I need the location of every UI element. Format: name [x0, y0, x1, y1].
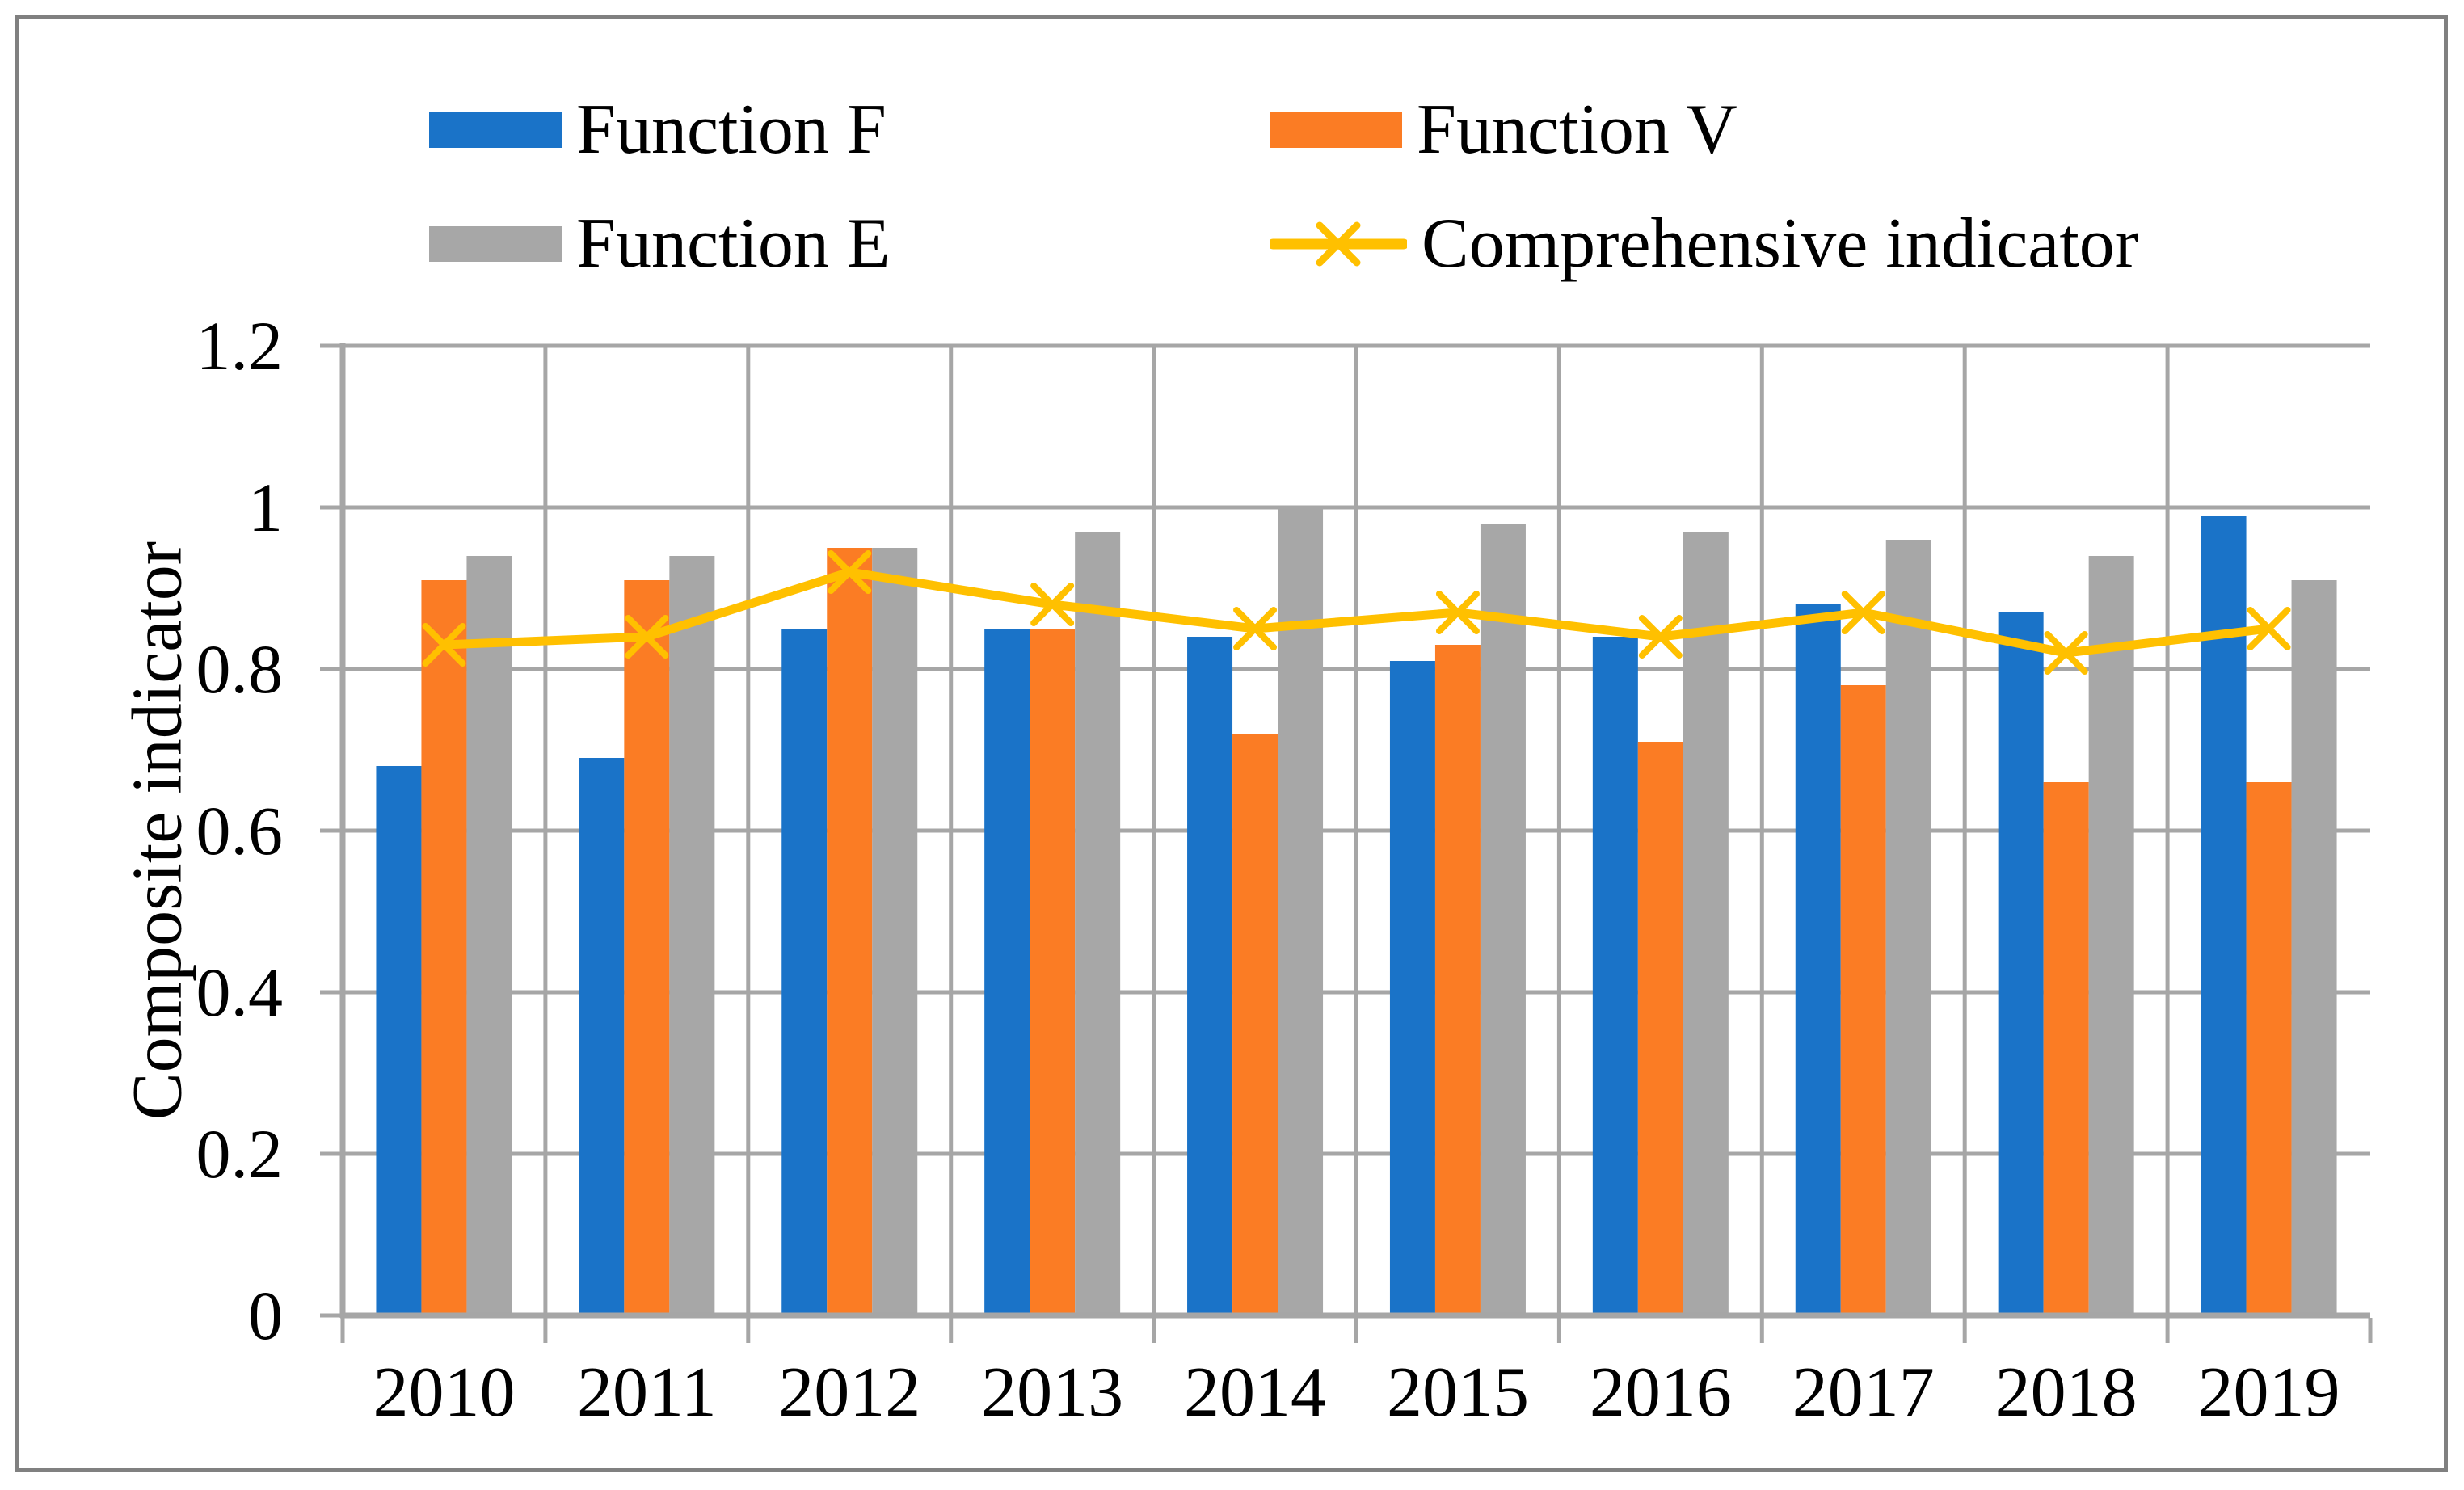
- bar-function-f-2016: [1592, 637, 1638, 1315]
- bar-function-f-2010: [376, 766, 422, 1315]
- bar-function-v-2013: [1030, 629, 1076, 1315]
- x-tick-label-2012: 2012: [778, 1353, 921, 1432]
- bar-function-e-2015: [1480, 524, 1526, 1315]
- legend-marker-comprehensive-indicator: [1270, 221, 1407, 267]
- x-tick-label-2016: 2016: [1589, 1353, 1732, 1432]
- bar-function-e-2017: [1885, 540, 1931, 1315]
- marker-x-comprehensive-indicator-2010: [422, 623, 466, 667]
- bar-function-v-2019: [2246, 782, 2292, 1315]
- legend-label-function-v: Function V: [1417, 90, 1737, 169]
- legend-x-marker-icon: [1316, 221, 1361, 267]
- y-tick-label-0.8: 0.8: [196, 630, 284, 708]
- x-tick-label-2017: 2017: [1792, 1353, 1935, 1432]
- y-tick-label-0.4: 0.4: [196, 953, 284, 1031]
- bar-function-v-2016: [1637, 742, 1683, 1315]
- x-tick-label-2019: 2019: [2197, 1353, 2340, 1432]
- legend-label-comprehensive-indicator: Comprehensive indicator: [1422, 204, 2139, 283]
- bar-function-f-2014: [1187, 637, 1233, 1315]
- marker-x-comprehensive-indicator-2017: [1841, 591, 1885, 634]
- y-tick-label-1.2: 1.2: [196, 307, 284, 385]
- x-tick-label-2014: 2014: [1184, 1353, 1327, 1432]
- x-tick-label-2013: 2013: [981, 1353, 1124, 1432]
- bar-function-v-2014: [1232, 734, 1278, 1315]
- bar-function-e-2014: [1278, 507, 1324, 1315]
- line-comprehensive-indicator: [439, 567, 2274, 658]
- bar-function-v-2012: [827, 548, 873, 1315]
- bar-function-v-2015: [1434, 645, 1481, 1315]
- bar-function-f-2012: [781, 629, 828, 1315]
- x-tick-label-2015: 2015: [1386, 1353, 1529, 1432]
- legend-swatch-function-f: [429, 112, 562, 148]
- y-tick-label-0.6: 0.6: [196, 792, 284, 869]
- legend-label-function-f: Function F: [576, 90, 887, 169]
- x-tick-label-2018: 2018: [1994, 1353, 2138, 1432]
- bar-function-e-2019: [2291, 580, 2337, 1315]
- legend-item-function-e: Function E: [429, 204, 891, 284]
- marker-x-comprehensive-indicator-2013: [1030, 583, 1075, 626]
- bar-function-e-2011: [669, 556, 715, 1315]
- bar-function-v-2017: [1840, 685, 1886, 1315]
- bar-function-e-2016: [1683, 532, 1729, 1315]
- legend-swatch-rect-function-f: [429, 112, 562, 148]
- bar-function-f-2019: [2201, 516, 2247, 1315]
- bar-function-v-2018: [2043, 782, 2089, 1315]
- legend-swatch-rect-function-v: [1270, 112, 1402, 148]
- marker-x-comprehensive-indicator-2012: [828, 550, 872, 594]
- bar-function-f-2018: [1998, 612, 2044, 1315]
- bar-function-f-2017: [1795, 604, 1841, 1315]
- marker-x-comprehensive-indicator-2016: [1638, 615, 1683, 659]
- bar-function-v-2010: [421, 580, 467, 1315]
- legend-swatch-function-e: [429, 226, 562, 262]
- legend-swatch-function-v: [1270, 112, 1402, 148]
- bar-function-e-2010: [466, 556, 512, 1315]
- bar-function-f-2015: [1389, 661, 1435, 1315]
- bar-function-e-2012: [872, 548, 918, 1315]
- legend-swatch-rect-function-e: [429, 226, 562, 262]
- bar-function-e-2013: [1075, 532, 1121, 1315]
- bar-function-f-2011: [579, 758, 625, 1315]
- y-tick-label-1: 1: [248, 469, 283, 546]
- legend-label-function-e: Function E: [576, 204, 891, 283]
- bar-function-e-2018: [2088, 556, 2134, 1315]
- marker-x-comprehensive-indicator-2018: [2044, 631, 2088, 675]
- x-tick-label-2010: 2010: [373, 1353, 516, 1432]
- marker-x-comprehensive-indicator-2015: [1435, 591, 1480, 634]
- y-tick-label-0: 0: [248, 1277, 283, 1354]
- bar-function-f-2013: [984, 629, 1030, 1315]
- marker-x-comprehensive-indicator-2019: [2247, 607, 2291, 650]
- legend-item-function-f: Function F: [429, 90, 887, 170]
- marker-x-comprehensive-indicator-2011: [625, 615, 669, 659]
- bar-function-v-2011: [624, 580, 670, 1315]
- legend-item-comprehensive-indicator: Comprehensive indicator: [1270, 204, 2138, 284]
- marker-x-comprehensive-indicator-2014: [1233, 607, 1278, 650]
- legend-item-function-v: Function V: [1270, 90, 1737, 170]
- y-tick-label-0.2: 0.2: [196, 1115, 284, 1193]
- x-tick-label-2011: 2011: [576, 1353, 717, 1432]
